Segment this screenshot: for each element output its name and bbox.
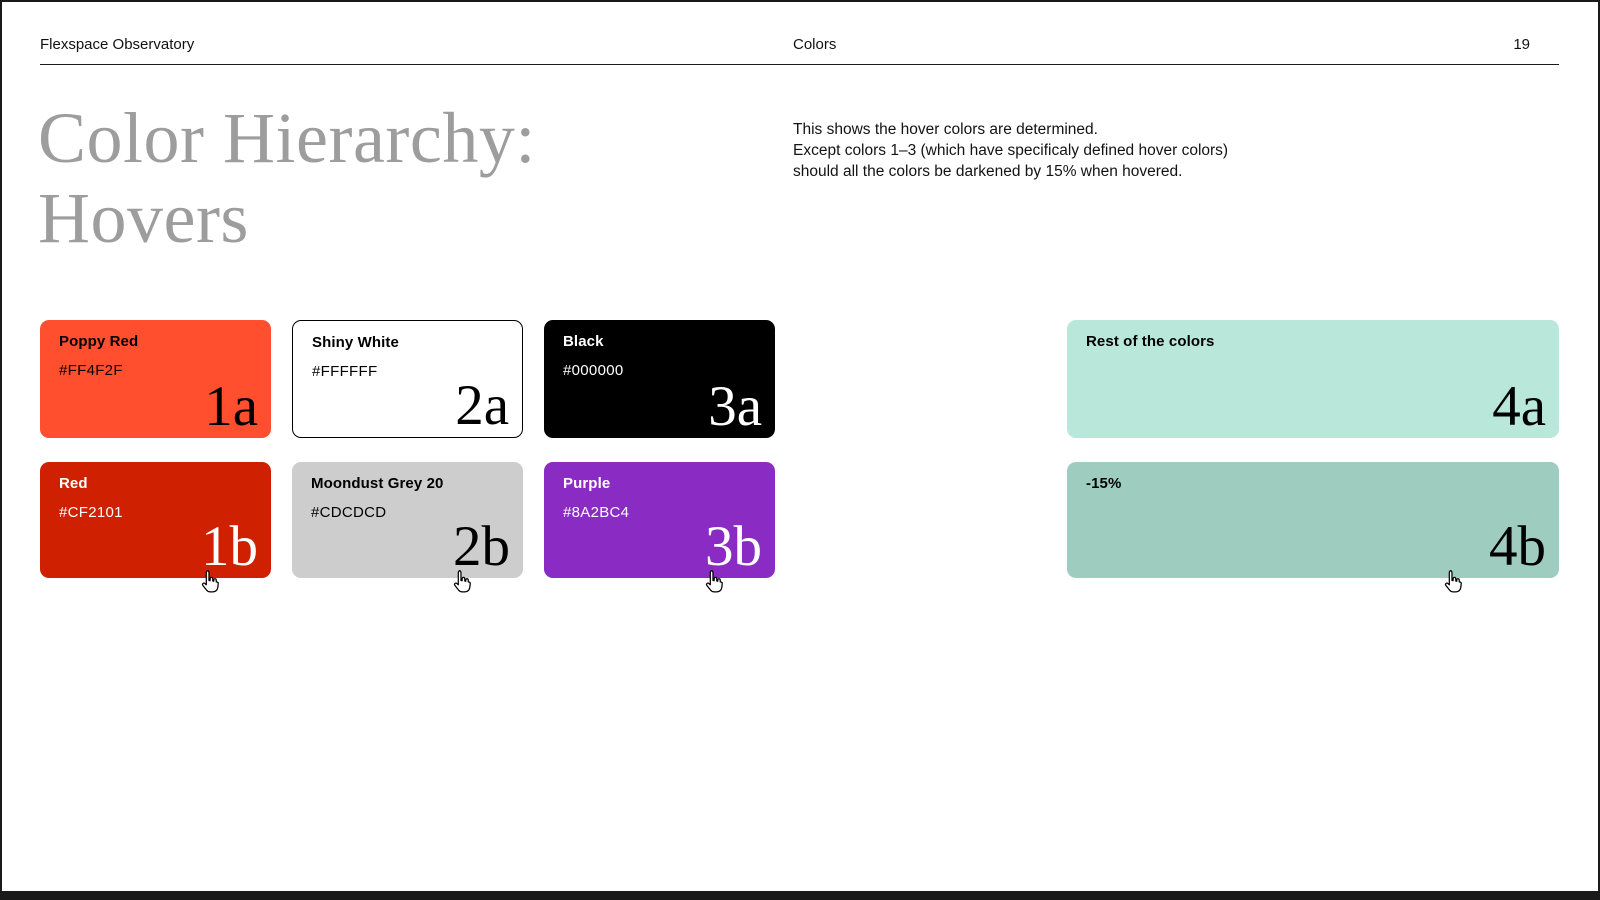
swatch-index-label: 2a [455, 374, 509, 437]
swatch-index-label: 3a [708, 375, 762, 438]
swatch-index-label: 1a [204, 375, 258, 438]
swatch-name: Poppy Red [59, 333, 139, 350]
swatch-hex-code: #000000 [563, 362, 624, 379]
swatch-hex-code: #FF4F2F [59, 362, 123, 379]
swatch-row-b: Red #CF2101 1b Moondust Grey 20 #CDCDCD 2b Pur… [40, 462, 1559, 593]
page-title-line2: Hovers [38, 178, 249, 258]
swatch-card-1a: Poppy Red #FF4F2F 1a [40, 320, 271, 438]
swatch-index-label: 4a [1492, 375, 1546, 438]
page-header: Flexspace Observatory Colors 19 [40, 0, 1559, 65]
swatch-name: Rest of the colors [1086, 333, 1215, 350]
page-title-line1: Color Hierarchy: [38, 98, 536, 178]
hand-cursor-icon [1443, 569, 1464, 595]
swatch-index-label: 3b [705, 515, 762, 578]
swatch-index-label: 4b [1489, 515, 1546, 578]
hand-cursor-icon [452, 569, 473, 595]
intro-paragraph: This shows the hover colors are determin… [793, 119, 1228, 182]
swatch-hex-code: #8A2BC4 [563, 504, 630, 521]
swatch-name: Black [563, 333, 604, 350]
hand-cursor-icon [704, 569, 725, 595]
swatch-name: Shiny White [312, 334, 399, 351]
swatch-hex-code: #FFFFFF [312, 363, 378, 380]
swatch-card-4a: Rest of the colors 4a [1067, 320, 1559, 438]
intro-line2: Except colors 1–3 (which have specifical… [793, 142, 1229, 159]
swatch-name: Red [59, 475, 88, 492]
swatch-row-a: Poppy Red #FF4F2F 1a Shiny White #FFFFFF 2a Bl… [40, 320, 1559, 438]
swatch-name: Purple [563, 475, 611, 492]
swatch-hex-code: #CF2101 [59, 504, 123, 521]
swatch-name: -15% [1086, 475, 1122, 492]
swatch-card-2a: Shiny White #FFFFFF 2a [292, 320, 523, 438]
page-title: Color Hierarchy: Hovers [38, 98, 536, 258]
swatch-grid: Poppy Red #FF4F2F 1a Shiny White #FFFFFF 2a Bl… [40, 320, 1559, 593]
swatch-index-label: 2b [453, 515, 510, 578]
header-section-name: Colors [793, 36, 837, 53]
intro-line3: should all the colors be darkened by 15%… [793, 163, 1183, 180]
swatch-card-3a: Black #000000 3a [544, 320, 775, 438]
swatch-index-label: 1b [201, 515, 258, 578]
header-page-number: 19 [1513, 36, 1530, 53]
swatch-card-3b: Purple #8A2BC4 3b [544, 462, 775, 593]
hand-cursor-icon [200, 569, 221, 595]
swatch-card-4b: -15% 4b [1067, 462, 1559, 593]
swatch-hex-code: #CDCDCD [311, 504, 387, 521]
swatch-card-1b: Red #CF2101 1b [40, 462, 271, 593]
intro-line1: This shows the hover colors are determin… [793, 121, 1098, 138]
header-project-name: Flexspace Observatory [40, 36, 195, 53]
swatch-card-2b: Moondust Grey 20 #CDCDCD 2b [292, 462, 523, 593]
swatch-name: Moondust Grey 20 [311, 475, 444, 492]
